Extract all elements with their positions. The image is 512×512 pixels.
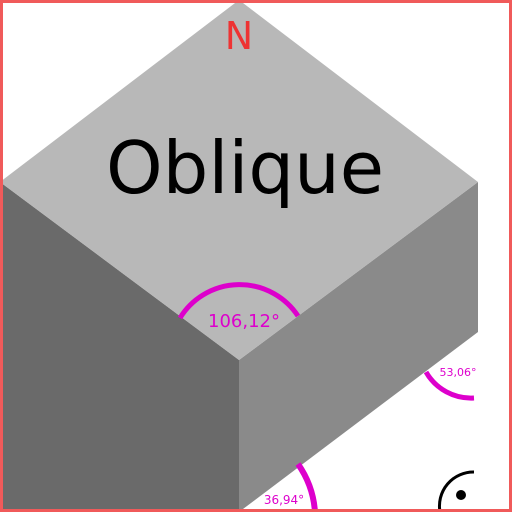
angle-arc-top: [177, 282, 301, 320]
cube-face-left[interactable]: [0, 182, 239, 512]
angle-label-bottom: 36,94°: [264, 493, 304, 507]
angle-label-top: 106,12°: [208, 311, 280, 332]
cube-face-top[interactable]: [0, 0, 478, 360]
angle-arc-bottom: [295, 462, 318, 512]
top-face-label: Oblique: [106, 126, 384, 210]
north-label: N: [225, 14, 253, 58]
angle-label-right: 53,06°: [440, 366, 477, 379]
cube-face-right[interactable]: [239, 182, 478, 512]
rotate-view-icon[interactable]: [437, 470, 475, 512]
angle-arc-right: [423, 370, 475, 401]
